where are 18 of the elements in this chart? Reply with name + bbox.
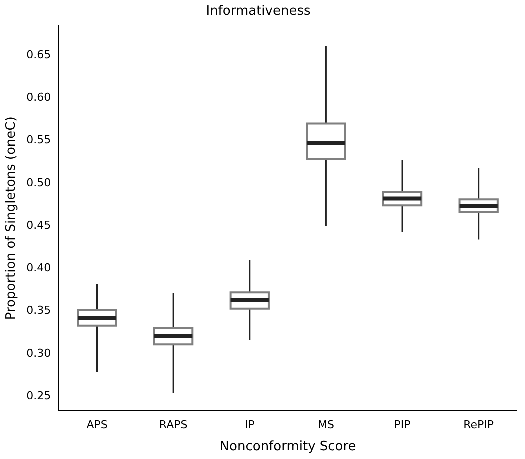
y-tick-label: 0.65 [26,48,52,62]
y-tick-label: 0.55 [26,134,52,147]
y-tick-label: 0.25 [26,390,52,403]
x-tick-label: PIP [394,418,412,432]
y-tick-label: 0.35 [26,304,52,318]
y-tick-label: 0.45 [26,218,52,232]
x-tick-label: RePIP [464,418,494,432]
y-tick-label: 0.30 [26,346,52,360]
x-tick-label: APS [86,418,108,432]
x-tick-label: IP [244,418,256,432]
chart-title: Informativeness [206,4,311,20]
y-axis-title: Proportion of Singletons (oneC) [4,116,20,320]
y-tick-label: 0.40 [26,262,52,275]
y-tick-label: 0.60 [26,90,52,104]
x-tick-label: MS [318,418,334,432]
x-tick-label: RAPS [159,418,188,432]
y-tick-label: 0.50 [26,176,52,190]
x-axis-title: Nonconformity Score [220,440,356,455]
